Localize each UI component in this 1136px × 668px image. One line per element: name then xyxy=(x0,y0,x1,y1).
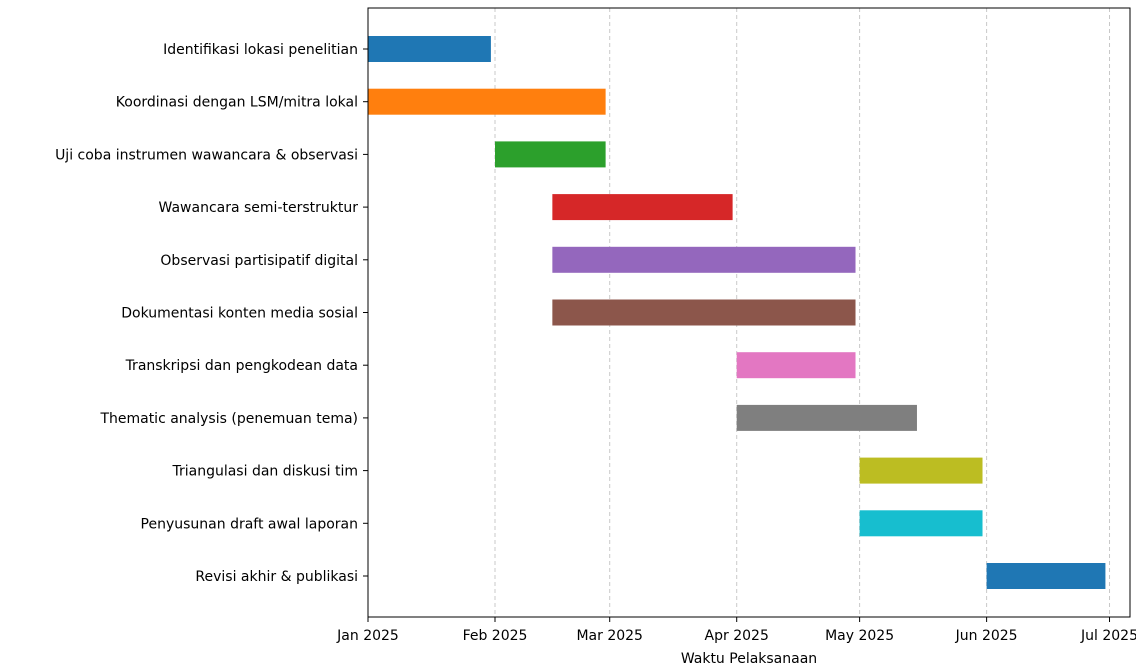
task-label: Triangulasi dan diskusi tim xyxy=(171,464,358,480)
task-label: Transkripsi dan pengkodean data xyxy=(125,358,358,374)
task-label: Thematic analysis (penemuan tema) xyxy=(99,411,358,427)
task-label: Dokumentasi konten media sosial xyxy=(121,306,358,322)
task-labels: Identifikasi lokasi penelitian Koordinasi… xyxy=(55,42,368,585)
task-label: Identifikasi lokasi penelitian xyxy=(163,42,358,58)
x-tick-label: Jan 2025 xyxy=(336,628,399,644)
task-bar xyxy=(552,299,856,326)
task-bar xyxy=(859,457,983,484)
task-bar xyxy=(859,510,983,537)
task-label: Wawancara semi-terstruktur xyxy=(159,200,359,216)
x-tick-label: Feb 2025 xyxy=(463,628,528,644)
task-label: Observasi partisipatif digital xyxy=(160,253,358,269)
x-tick-label: May 2025 xyxy=(825,628,894,644)
task-bar xyxy=(552,194,733,221)
x-tick-label: Jun 2025 xyxy=(955,628,1018,644)
x-axis-title: Waktu Pelaksanaan xyxy=(681,651,817,667)
task-bar xyxy=(552,246,856,273)
x-ticks: Jan 2025 Feb 2025 Mar 2025 Apr 2025 May 2025… xyxy=(336,617,1136,644)
task-label: Koordinasi dengan LSM/mitra lokal xyxy=(116,95,358,111)
x-tick-label: Mar 2025 xyxy=(576,628,643,644)
task-bar xyxy=(368,88,606,115)
task-bar xyxy=(736,404,917,431)
task-label: Uji coba instrumen wawancara & observasi xyxy=(55,147,358,163)
x-tick-label: Apr 2025 xyxy=(705,628,769,644)
task-bar xyxy=(495,141,606,168)
plot-frame xyxy=(367,7,1131,618)
task-label: Revisi akhir & publikasi xyxy=(195,569,358,585)
task-bar xyxy=(736,352,856,379)
x-tick-label: Jul 2025 xyxy=(1080,628,1136,644)
task-label: Penyusunan draft awal laporan xyxy=(141,516,358,532)
task-bar xyxy=(986,563,1106,589)
task-bar xyxy=(368,36,491,62)
task-bars xyxy=(368,36,1106,589)
